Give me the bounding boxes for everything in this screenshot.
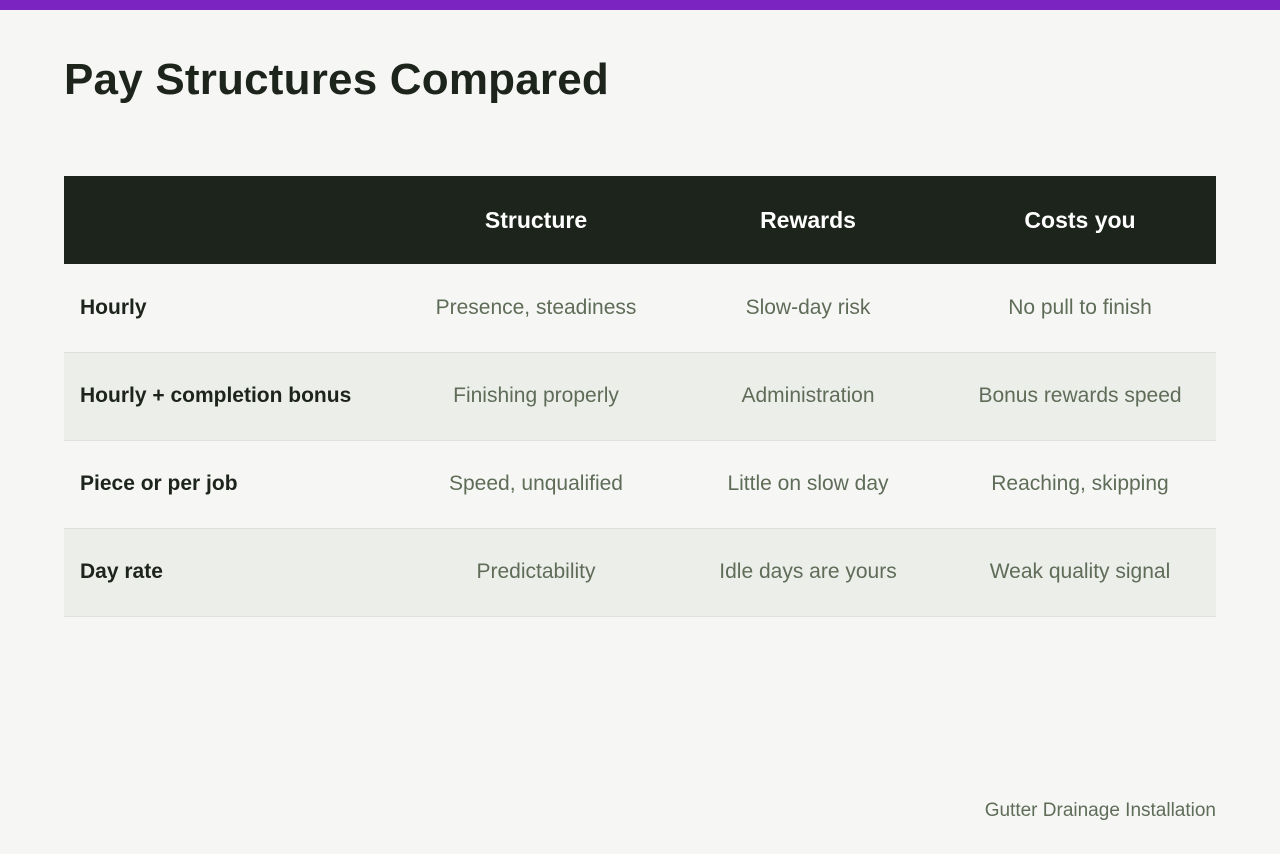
header-cell-rewards: Rewards	[760, 206, 856, 233]
table-cell: Speed, unqualified	[449, 472, 623, 495]
header-cell-costs-you: Costs you	[1024, 206, 1136, 233]
table-cell: Bonus rewards speed	[978, 384, 1182, 407]
header-cell-structure: Structure	[484, 206, 588, 233]
table-row: Hourly + completion bonus Finishing prop…	[64, 352, 1216, 440]
table-cell: Presence, steadiness	[435, 295, 637, 319]
table-cell: Administration	[741, 384, 875, 407]
row-label: Day rate	[80, 560, 163, 583]
table-cell: Predictability	[476, 560, 596, 583]
page-title: Pay Structures Compared	[64, 55, 609, 104]
table-cell: Slow-day risk	[745, 295, 871, 319]
row-label: Piece or per job	[80, 472, 238, 495]
table-cell: No pull to finish	[1008, 295, 1152, 319]
table-row: Day rate Predictability Idle days are yo…	[64, 528, 1216, 616]
row-label: Hourly + completion bonus	[80, 384, 352, 407]
comparison-table: Structure Rewards Costs you Hourly Prese…	[64, 176, 1216, 617]
table-cell: Little on slow day	[727, 472, 889, 495]
table-header-row: Structure Rewards Costs you	[64, 176, 1216, 264]
table-cell: Reaching, skipping	[991, 472, 1169, 495]
table-row: Piece or per job Speed, unqualified Litt…	[64, 440, 1216, 528]
table-row: Hourly Presence, steadiness Slow-day ris…	[64, 264, 1216, 352]
table-cell: Finishing properly	[453, 384, 619, 407]
row-label: Hourly	[80, 295, 147, 319]
accent-bar	[0, 0, 1280, 10]
header-cell-empty	[64, 176, 400, 264]
table-cell: Weak quality signal	[989, 560, 1171, 583]
footer-caption: Gutter Drainage Installation	[984, 800, 1216, 821]
table-cell: Idle days are yours	[719, 560, 897, 583]
